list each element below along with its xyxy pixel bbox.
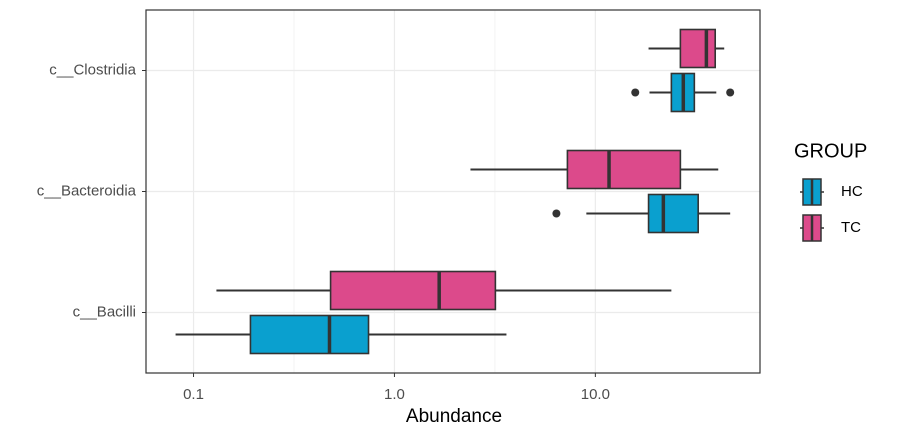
box <box>249 314 370 355</box>
x-tick-label: 0.1 <box>183 386 204 403</box>
legend-title: GROUP <box>794 140 867 162</box>
legend-label: HC <box>841 183 863 200</box>
box <box>647 193 699 234</box>
y-tick-label: c__Bacteroidia <box>37 182 137 199</box>
outlier <box>631 88 640 97</box>
x-tick-label: 10.0 <box>581 386 610 403</box>
box <box>329 270 497 311</box>
outlier <box>726 88 735 97</box>
y-tick-label: c__Bacilli <box>73 303 136 320</box>
y-tick-label: c__Clostridia <box>49 61 136 78</box>
panel-border <box>145 9 761 374</box>
outlier <box>552 209 561 218</box>
box <box>679 28 717 69</box>
box <box>566 149 682 190</box>
x-axis-label: Abundance <box>406 406 502 427</box>
legend-label: TC <box>841 219 861 236</box>
x-tick-label: 1.0 <box>384 386 405 403</box>
